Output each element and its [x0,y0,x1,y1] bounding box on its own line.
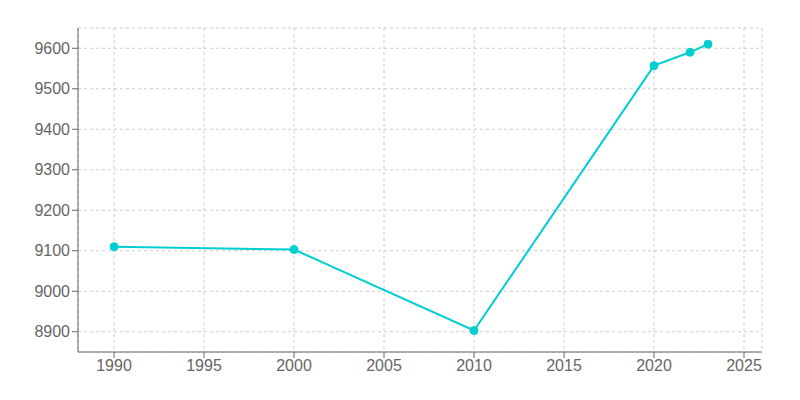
svg-text:2020: 2020 [636,357,672,374]
svg-text:2010: 2010 [456,357,492,374]
svg-text:8900: 8900 [34,323,70,340]
svg-text:9000: 9000 [34,283,70,300]
svg-text:9500: 9500 [34,80,70,97]
svg-text:9400: 9400 [34,121,70,138]
svg-text:2015: 2015 [546,357,582,374]
svg-text:9300: 9300 [34,161,70,178]
svg-text:9200: 9200 [34,202,70,219]
svg-text:2025: 2025 [726,357,762,374]
svg-text:1995: 1995 [186,357,222,374]
svg-text:9600: 9600 [34,40,70,57]
svg-text:1990: 1990 [96,357,132,374]
svg-text:2005: 2005 [366,357,402,374]
svg-text:9100: 9100 [34,242,70,259]
svg-text:2000: 2000 [276,357,312,374]
